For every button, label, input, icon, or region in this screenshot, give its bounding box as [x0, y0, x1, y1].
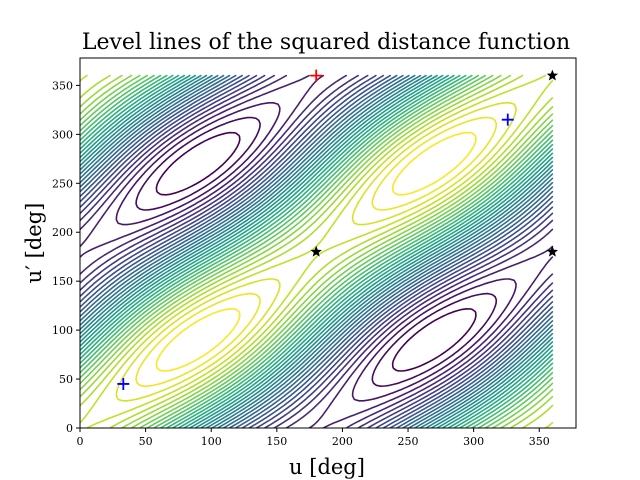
y-tick-label: 0 [66, 422, 73, 435]
x-tick-label: 250 [398, 435, 419, 448]
y-tick-label: 150 [52, 275, 73, 288]
plus-marker [310, 69, 323, 82]
star-marker [546, 69, 559, 81]
contour-level [80, 74, 554, 428]
contour-level [80, 74, 554, 428]
y-axis: 0 50 100 150 200 250 300 350 [52, 79, 80, 435]
x-tick-label: 50 [139, 435, 153, 448]
contour-level [80, 74, 554, 428]
contour-level [80, 74, 554, 428]
x-tick-label: 150 [266, 435, 287, 448]
y-tick-label: 250 [52, 177, 73, 190]
contour-level [80, 74, 554, 428]
contour-level [115, 102, 517, 402]
plus-marker [117, 377, 130, 390]
contour-level [135, 116, 498, 387]
x-tick-label: 100 [201, 435, 222, 448]
x-tick-label: 200 [332, 435, 353, 448]
contour-level [80, 74, 554, 428]
contour-level [115, 102, 517, 402]
plot-frame [79, 57, 577, 429]
contour-level [80, 74, 554, 428]
contour-level [80, 74, 554, 428]
x-tick-label: 350 [529, 435, 550, 448]
contour-level [80, 74, 554, 428]
chart-title: Level lines of the squared distance func… [82, 30, 570, 55]
contour-level [80, 74, 554, 428]
x-tick-label: 300 [463, 435, 484, 448]
star-marker [546, 245, 559, 257]
contour-level [80, 74, 554, 428]
markers [117, 69, 559, 390]
x-axis: 0 50 100 150 200 250 300 350 [77, 428, 550, 448]
y-tick-label: 350 [52, 79, 73, 92]
x-tick-label: 0 [77, 435, 84, 448]
contour-level [155, 131, 477, 372]
contour-level [80, 74, 554, 428]
contour-level [80, 74, 554, 428]
contour-level [80, 74, 554, 428]
plus-marker [501, 113, 514, 126]
contour-level [80, 74, 554, 428]
contour-level [80, 74, 554, 428]
y-axis-label: u′ [deg] [22, 203, 46, 284]
y-tick-label: 300 [52, 128, 73, 141]
contour-level [155, 131, 477, 372]
contour-level [80, 74, 554, 428]
y-tick-label: 50 [59, 373, 73, 386]
y-tick-label: 100 [52, 324, 73, 337]
y-tick-label: 200 [52, 226, 73, 239]
x-axis-label: u [deg] [289, 455, 365, 479]
contour-level [135, 116, 498, 387]
star-marker [310, 245, 322, 257]
contour-lines [80, 74, 554, 428]
